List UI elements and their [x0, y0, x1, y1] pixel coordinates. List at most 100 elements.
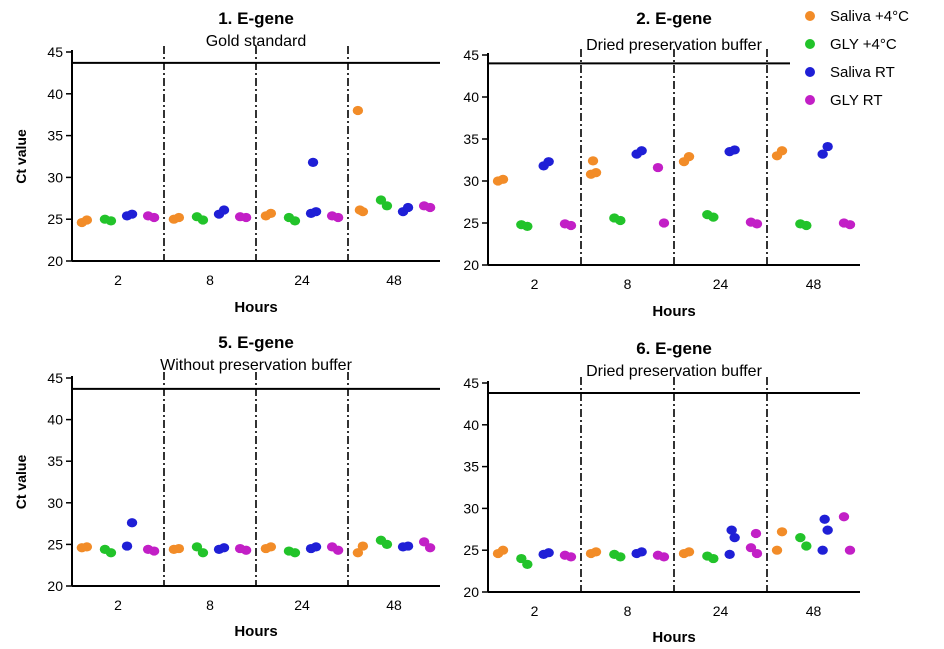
legend-item: GLY +4°C — [805, 36, 897, 53]
data-point-saliva-rt — [307, 157, 319, 167]
data-point-saliva-4-c — [497, 545, 509, 555]
data-point-saliva-4-c — [173, 212, 185, 223]
x-tick-label: 2 — [114, 272, 122, 288]
legend-marker — [805, 39, 815, 49]
data-point-saliva-4-c — [173, 543, 185, 554]
y-tick-label: 30 — [47, 495, 63, 511]
legend-marker — [805, 67, 815, 77]
data-point-saliva-rt — [126, 518, 138, 528]
y-tick-label: 25 — [463, 542, 479, 558]
data-point-saliva-rt — [817, 545, 828, 555]
data-point-saliva-4-c — [352, 105, 364, 116]
data-point-gly-rt — [652, 162, 664, 173]
data-point-saliva-rt — [121, 541, 133, 551]
chart-subtitle: Dried preservation buffer — [586, 363, 762, 380]
y-tick-label: 25 — [47, 211, 63, 227]
y-tick-label: 20 — [463, 257, 479, 273]
x-tick-label: 8 — [624, 603, 632, 619]
data-point-gly-rt — [559, 550, 571, 560]
data-point-gly-rt — [750, 528, 762, 539]
data-point-gly-rt — [326, 542, 338, 552]
data-point-saliva-4-c — [352, 548, 364, 558]
chart-title: 5. E-gene — [218, 333, 294, 352]
data-point-gly-4-c — [609, 213, 620, 223]
legend-item: Saliva +4°C — [805, 8, 909, 25]
y-axis-title: Ct value — [13, 129, 29, 184]
data-point-gly-4-c — [283, 546, 295, 556]
data-point-gly-4-c — [516, 553, 527, 564]
data-point-gly-4-c — [197, 548, 209, 558]
y-tick-label: 40 — [463, 417, 479, 433]
data-point-gly-4-c — [702, 551, 713, 561]
data-point-gly-4-c — [801, 541, 812, 551]
data-point-saliva-rt — [817, 149, 828, 159]
y-tick-label: 30 — [463, 500, 479, 516]
data-point-saliva-rt — [724, 549, 735, 559]
data-point-saliva-rt — [543, 548, 554, 558]
data-point-gly-rt — [751, 548, 763, 559]
data-point-saliva-4-c — [265, 208, 277, 218]
data-point-saliva-rt — [218, 205, 230, 215]
chart-title: 2. E-gene — [636, 9, 712, 28]
chart-panel-3: 5. E-gene Without preservation buffer 20 25… — [13, 333, 440, 640]
x-tick-label: 48 — [806, 276, 822, 292]
data-point-saliva-4-c — [587, 156, 599, 166]
data-point-saliva-4-c — [357, 541, 369, 551]
data-point-saliva-rt — [310, 542, 322, 552]
data-point-gly-4-c — [522, 559, 533, 570]
data-point-gly-rt — [559, 219, 571, 229]
data-point-gly-4-c — [99, 544, 111, 554]
legend-label: Saliva +4°C — [830, 8, 909, 25]
chart-panel-1: 1. E-gene Gold standard 20 25 30 35 40 45 2 8 24 48… — [13, 9, 440, 316]
data-point-gly-rt — [142, 544, 154, 554]
data-point-saliva-rt — [636, 146, 647, 156]
data-point-saliva-4-c — [776, 527, 788, 537]
data-point-saliva-rt — [822, 525, 833, 535]
chart-subtitle: Dried preservation buffer — [586, 37, 762, 54]
data-point-saliva-4-c — [683, 152, 695, 162]
data-point-saliva-4-c — [81, 215, 93, 225]
data-point-saliva-4-c — [771, 545, 783, 555]
y-tick-label: 35 — [47, 128, 63, 144]
y-tick-label: 25 — [463, 215, 479, 231]
x-tick-label: 2 — [531, 603, 539, 619]
x-tick-label: 8 — [206, 272, 214, 288]
data-point-saliva-rt — [402, 541, 414, 551]
data-point-gly-rt — [418, 201, 430, 211]
x-axis-title: Hours — [652, 303, 695, 320]
y-tick-label: 35 — [463, 131, 479, 147]
data-point-gly-rt — [326, 211, 338, 221]
chart-subtitle: Gold standard — [206, 33, 307, 50]
data-point-gly-rt — [418, 537, 430, 547]
y-tick-label: 30 — [463, 173, 479, 189]
data-point-gly-4-c — [99, 214, 111, 224]
data-point-gly-rt — [142, 211, 154, 221]
data-point-saliva-rt — [402, 202, 414, 213]
panels: 1. E-gene Gold standard 20 25 30 35 40 45 2 8 24 48… — [13, 9, 860, 646]
legend-label: GLY +4°C — [830, 36, 897, 53]
x-axis-title: Hours — [652, 629, 695, 646]
y-tick-label: 35 — [463, 459, 479, 475]
legend-label: Saliva RT — [830, 64, 895, 81]
data-point-saliva-rt — [218, 543, 230, 553]
data-point-gly-rt — [234, 543, 246, 554]
data-point-gly-rt — [838, 512, 850, 522]
data-point-saliva-rt — [636, 547, 647, 557]
data-point-gly-rt — [838, 218, 850, 228]
x-tick-label: 2 — [114, 597, 122, 613]
x-tick-label: 2 — [531, 276, 539, 292]
x-tick-label: 8 — [206, 597, 214, 613]
data-point-saliva-4-c — [590, 547, 602, 557]
data-point-gly-rt — [745, 543, 757, 553]
legend-marker — [805, 11, 815, 21]
data-point-gly-4-c — [283, 212, 295, 223]
y-tick-label: 20 — [47, 253, 63, 269]
y-tick-label: 40 — [47, 86, 63, 102]
y-axis-title: Ct value — [13, 455, 29, 510]
y-tick-label: 40 — [463, 89, 479, 105]
data-point-gly-rt — [745, 217, 757, 227]
x-axis-title: Hours — [234, 623, 277, 640]
x-tick-label: 48 — [806, 603, 822, 619]
y-tick-label: 45 — [463, 47, 479, 63]
